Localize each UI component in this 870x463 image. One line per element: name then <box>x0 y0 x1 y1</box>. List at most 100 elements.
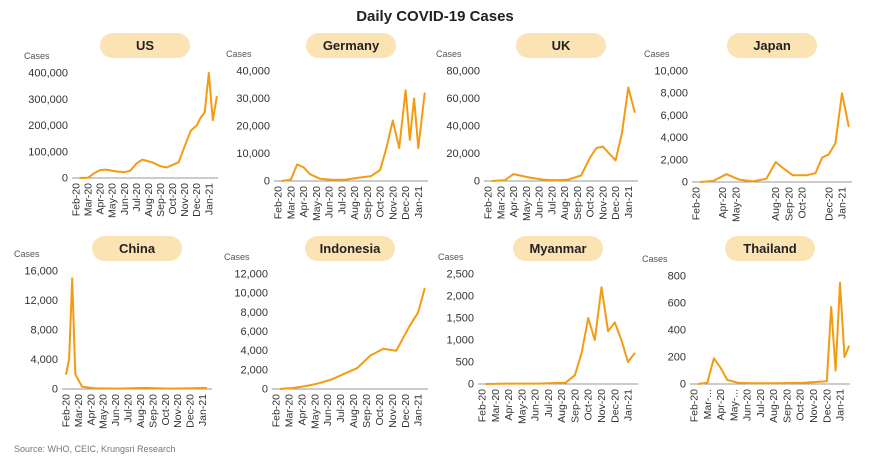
data-point <box>525 382 527 385</box>
y-tick-label: 10,000 <box>234 288 268 300</box>
chart-title: Thailand <box>725 236 815 261</box>
data-point <box>159 165 162 167</box>
x-tick-label: Aug-20 <box>135 394 147 428</box>
data-point <box>105 168 107 171</box>
y-tick-label: 0 <box>262 384 268 396</box>
data-point <box>343 372 346 375</box>
data-point <box>627 361 629 363</box>
x-tick-label: May-20 <box>98 394 110 429</box>
data-point <box>803 381 805 384</box>
data-point <box>594 339 596 341</box>
y-axis-label: Cases <box>642 254 668 264</box>
x-tick-label: May-... <box>728 389 740 421</box>
chart-svg: 0 20,000 40,000 60,000 80,000 Feb-20 Mar-20 Apr… <box>446 66 638 221</box>
data-point <box>332 179 334 181</box>
y-tick-label: 10,000 <box>236 148 270 160</box>
y-tick-label: 2,000 <box>446 291 474 303</box>
data-point <box>99 169 101 171</box>
data-point <box>168 387 170 390</box>
x-tick-label: Sep-20 <box>572 186 584 220</box>
y-tick-label: 400,000 <box>28 68 68 80</box>
data-point <box>408 325 410 328</box>
data-point <box>81 385 83 388</box>
data-point <box>554 179 557 181</box>
x-tick-label: Feb-20 <box>691 187 703 220</box>
chart-title: Germany <box>306 33 396 58</box>
series-line <box>697 281 850 385</box>
y-tick-label: 0 <box>474 176 480 188</box>
data-point <box>538 382 540 385</box>
data-point <box>151 161 153 164</box>
x-tick-label: Aug-20 <box>348 394 360 428</box>
data-point <box>567 178 570 181</box>
data-point <box>216 95 218 98</box>
x-tick-label: Jan-21 <box>623 186 635 218</box>
y-tick-label: 500 <box>456 357 474 369</box>
x-tick-label: Jun-20 <box>322 394 334 426</box>
x-tick-label: Oct-20 <box>160 394 172 426</box>
x-tick-label: Jun-20 <box>742 389 754 421</box>
x-tick-label: Nov-20 <box>179 183 191 217</box>
x-tick-label: Jan-21 <box>203 183 215 215</box>
main-title: Daily COVID-19 Cases <box>356 8 514 25</box>
x-tick-label: Jul-20 <box>336 186 348 215</box>
data-point <box>542 178 544 181</box>
y-tick-label: 100,000 <box>28 146 68 158</box>
x-tick-label: Feb-20 <box>477 389 489 422</box>
data-point <box>292 387 294 389</box>
data-point <box>330 378 333 381</box>
y-tick-label: 2,000 <box>660 154 688 166</box>
y-axis-label: Cases <box>226 49 252 59</box>
x-tick-label: Mar-20 <box>490 389 502 422</box>
y-tick-label: 4,000 <box>30 354 58 366</box>
data-point <box>511 382 514 385</box>
chart-title: Myanmar <box>513 236 603 261</box>
data-point <box>574 374 576 376</box>
x-tick-label: Feb-20 <box>271 394 283 427</box>
data-point <box>841 92 843 94</box>
chart-panel-myanmar: Myanmar Cases 0 500 1,000 1,500 2,000 2,500 Feb-… <box>438 236 648 446</box>
x-tick-label: Feb-20 <box>689 389 701 422</box>
x-tick-label: Jun-20 <box>110 394 122 426</box>
data-point <box>413 97 415 100</box>
chart-svg: 0 4,000 8,000 12,000 16,000 Feb-20 Mar-20 Apr-2… <box>24 266 212 429</box>
y-tick-label: 200 <box>668 352 686 364</box>
chart-svg: 0 10,000 20,000 30,000 40,000 Feb-20 Mar-20 Apr… <box>236 66 428 221</box>
y-tick-label: 20,000 <box>236 121 270 133</box>
data-point <box>503 179 506 182</box>
x-tick-label: Jan-21 <box>837 187 849 219</box>
data-point <box>199 116 202 119</box>
data-point <box>87 176 89 179</box>
y-tick-label: 12,000 <box>24 295 58 307</box>
series-line <box>279 288 426 390</box>
x-tick-label: May-20 <box>107 183 119 218</box>
data-point <box>279 388 281 390</box>
data-point <box>737 381 739 384</box>
data-point <box>825 380 828 383</box>
y-tick-label: 60,000 <box>446 93 480 105</box>
data-point <box>289 178 292 181</box>
data-point <box>620 339 623 341</box>
x-tick-label: Apr-20 <box>298 186 310 218</box>
data-point <box>827 153 830 156</box>
x-tick-label: Jun-20 <box>324 186 336 218</box>
x-tick-label: Oct-20 <box>585 186 597 218</box>
data-point <box>177 161 180 164</box>
data-point <box>719 367 722 369</box>
y-tick-label: 400 <box>668 325 686 337</box>
y-tick-label: 80,000 <box>446 66 480 78</box>
y-tick-label: 8,000 <box>240 307 268 319</box>
x-tick-label: Oct-20 <box>374 394 386 426</box>
data-point <box>189 129 192 132</box>
data-point <box>765 177 768 180</box>
x-tick-label: Sep-20 <box>147 394 159 428</box>
chart-svg: 0 100,000 200,000 300,000 400,000 Feb-20 Mar-2… <box>28 68 218 218</box>
chart-title: US <box>100 33 190 58</box>
chart-panel-uk: UK Cases 0 20,000 40,000 60,000 80,000 Feb-20 Ma… <box>436 33 648 243</box>
y-axis-label: Cases <box>14 249 40 259</box>
y-tick-label: 0 <box>62 173 68 185</box>
data-point <box>385 147 388 149</box>
x-tick-label: Aug-20 <box>768 389 780 423</box>
data-point <box>309 173 311 175</box>
data-point <box>423 287 426 290</box>
